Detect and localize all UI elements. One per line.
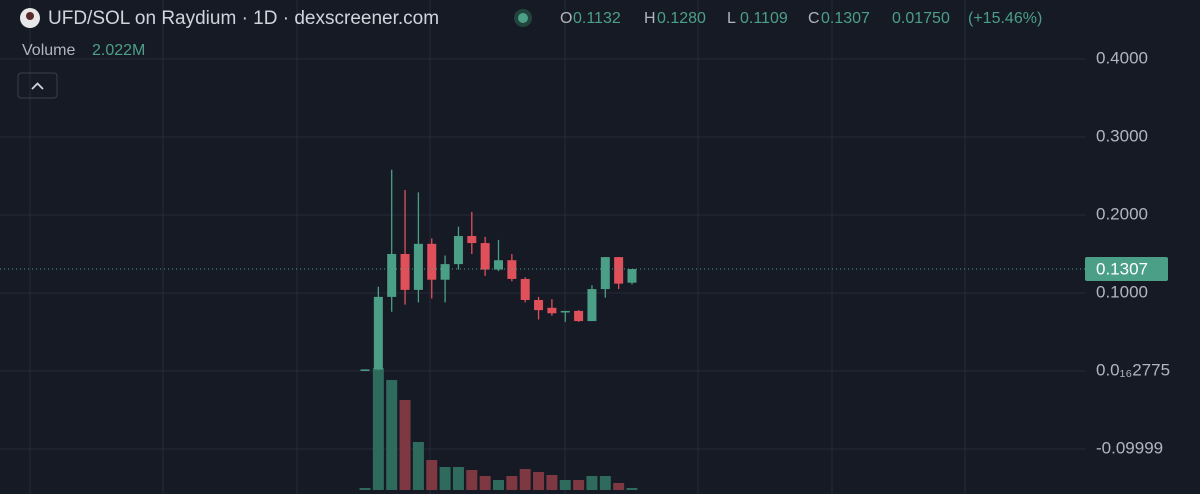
volume-bar: [412, 442, 424, 490]
last-price-tag: [1085, 257, 1168, 282]
candle-body: [574, 310, 584, 322]
y-tick-label: 0.4000: [1096, 48, 1148, 67]
candle-body: [587, 289, 597, 322]
y-tick-label: 0.0₁₆2775: [1096, 360, 1170, 379]
candle-body: [467, 236, 477, 244]
change: 0.01750: [892, 10, 950, 27]
plot: [0, 58, 1085, 490]
candle-body: [627, 269, 637, 283]
volume-bar: [626, 487, 638, 490]
collapse-button[interactable]: [17, 72, 58, 99]
token-icon-detail: [26, 12, 34, 20]
volume-bar: [586, 476, 598, 490]
ohlc-value: 0.1307: [821, 10, 870, 27]
candle-body: [427, 243, 437, 280]
y-tick-label: -0.09999: [1096, 438, 1163, 457]
candle-body: [400, 253, 410, 290]
y-tick-label: 0.3000: [1096, 126, 1148, 145]
ohlc-value: 0.1132: [573, 10, 621, 27]
last-price-label: 0.1307: [1096, 260, 1148, 279]
y-tick-label: 0.1000: [1096, 282, 1148, 301]
ohlc-key: L: [727, 10, 736, 27]
ohlc-value: 0.1109: [740, 10, 788, 27]
volume-bar: [533, 472, 545, 490]
ohlc-legend: O 0.1132 H 0.1280 L 0.1109 C 0.1307: [560, 10, 870, 27]
volume-bar: [599, 476, 611, 490]
volume-label: Volume: [22, 42, 75, 59]
volume-bar: [546, 475, 558, 490]
volume-value: 2.022M: [92, 42, 145, 59]
volume-bar: [386, 380, 398, 490]
candle-body: [600, 257, 610, 290]
volume-bar: [493, 480, 504, 490]
status-dot: [518, 13, 528, 23]
volume-bar: [519, 469, 531, 490]
volume-bar: [479, 476, 491, 490]
volume-bar: [559, 480, 571, 490]
candle-body: [480, 243, 490, 270]
candle-body: [547, 307, 557, 314]
ohlc-key: C: [808, 10, 820, 27]
candle-body: [373, 296, 383, 370]
vertical-grid: [29, 0, 966, 494]
pair-title: UFD/SOL on Raydium · 1D · dexscreener.co…: [48, 8, 439, 29]
candle-body: [360, 369, 370, 371]
y-tick-label: 0.2000: [1096, 204, 1148, 223]
candle-body: [413, 243, 423, 290]
volume-bar: [399, 400, 411, 490]
volume-bar: [573, 480, 585, 490]
candle-body: [440, 264, 450, 280]
ohlc-key: H: [644, 10, 656, 27]
price-axis: 0.4000 0.3000 0.2000 0.1000 0.0₁₆2775 -0.0999…: [1085, 48, 1170, 457]
candle-body: [507, 260, 517, 279]
ohlc-value: 0.1280: [657, 10, 706, 27]
volume-bar: [452, 467, 464, 490]
candle-body: [494, 260, 503, 270]
collapse-chevron: [31, 82, 44, 90]
volume-bar: [359, 488, 371, 490]
candle-body: [534, 300, 544, 311]
volume-bar: [426, 460, 438, 490]
volume-bar: [506, 476, 518, 490]
candle-body: [614, 257, 624, 284]
volume-bar: [372, 368, 384, 490]
change-pct: (+15.46%): [968, 10, 1042, 27]
candle-body: [453, 236, 463, 265]
volume-bar: [613, 483, 625, 490]
ohlc-key: O: [560, 10, 572, 27]
candle-body: [520, 278, 530, 301]
volume-bar: [466, 470, 478, 490]
candle-body: [387, 253, 397, 297]
candle-body: [560, 310, 570, 313]
volume-bar: [439, 467, 451, 490]
